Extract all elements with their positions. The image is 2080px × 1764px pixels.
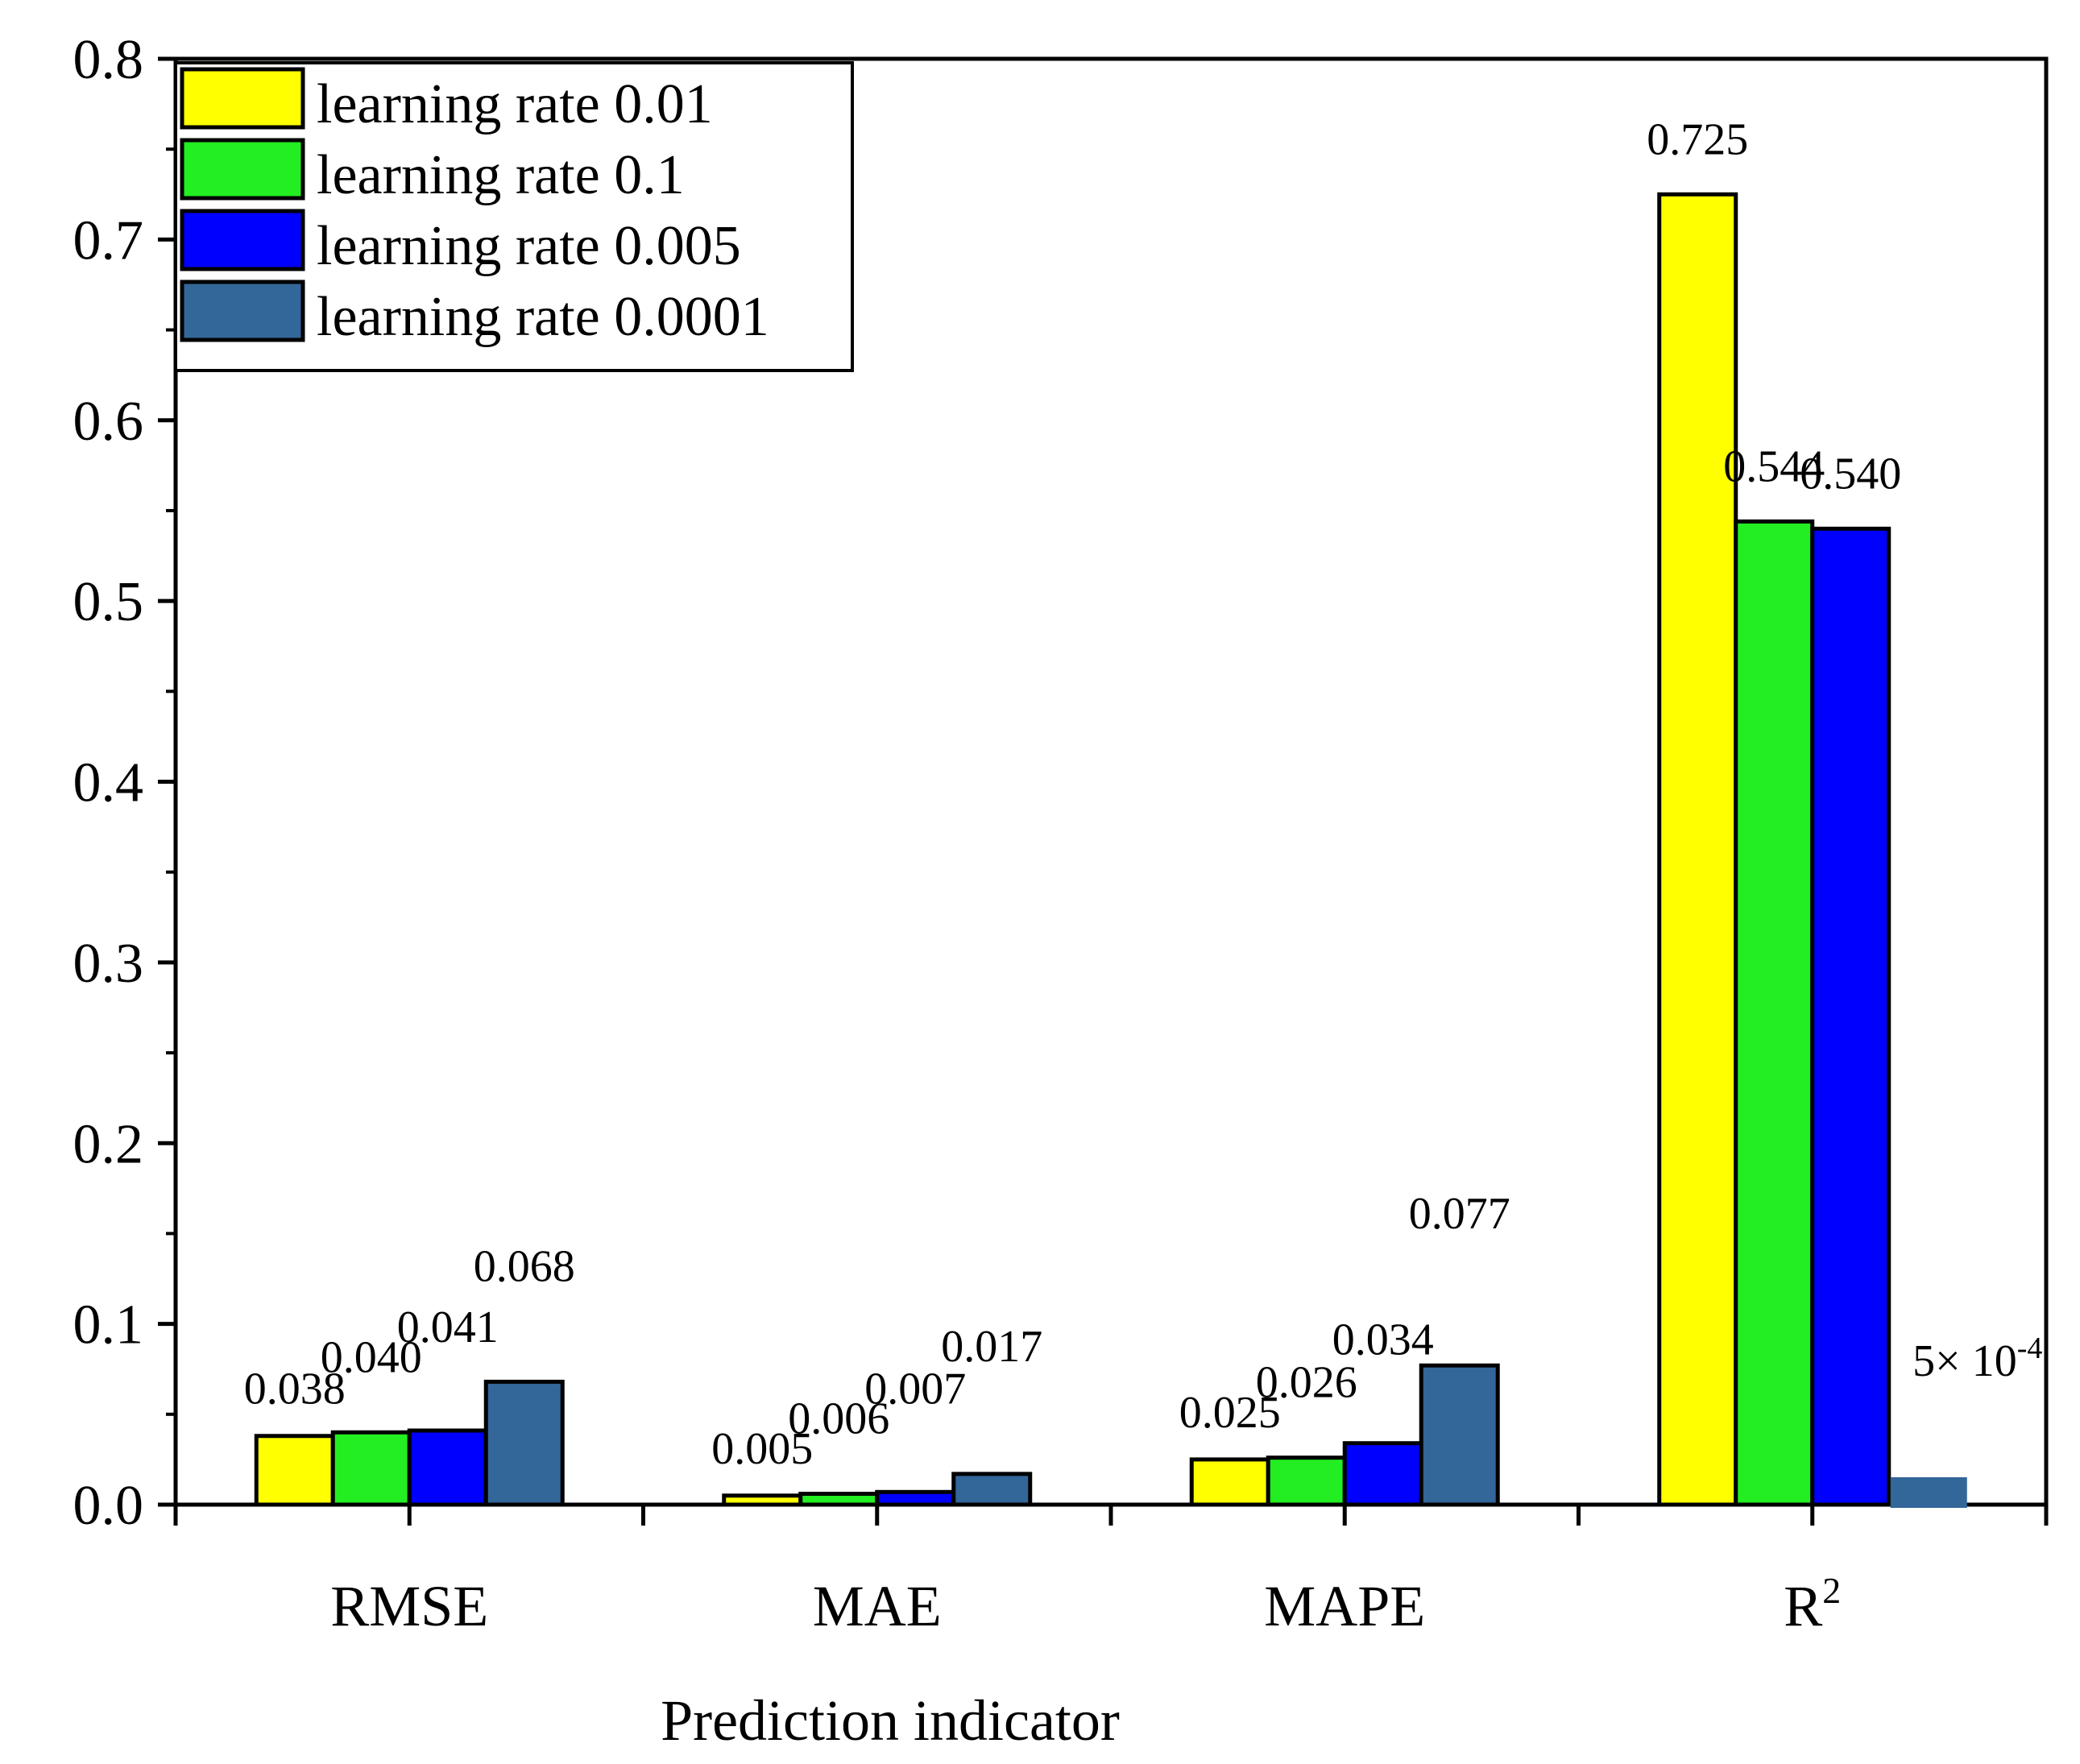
data-label: 0.040: [321, 1332, 422, 1382]
data-label-superscript: -4: [2017, 1331, 2043, 1365]
bar: [1189, 1457, 1270, 1507]
bars: [254, 192, 1967, 1508]
y-tick-label: 0.4: [73, 752, 144, 814]
x-axis-title: Prediction indicator: [661, 1688, 1120, 1753]
y-tick-label: 0.3: [73, 933, 144, 995]
y-tick-label: 0.8: [73, 29, 144, 91]
bar: [254, 1434, 335, 1507]
legend-swatch: [180, 67, 305, 130]
legend-label: learning rate 0.0001: [317, 286, 769, 348]
data-label: 0.544: [1723, 441, 1825, 491]
bar: [407, 1428, 488, 1507]
bar: [330, 1430, 412, 1507]
legend: learning rate 0.01 learning rate 0.1 learn…: [174, 61, 854, 372]
bar: [1266, 1456, 1347, 1507]
bar: [951, 1472, 1033, 1507]
y-tick-label: 0.7: [73, 209, 144, 271]
y-tick-label: 0.0: [73, 1475, 144, 1537]
data-label: 0.041: [397, 1302, 499, 1352]
y-tick-label: 0.6: [73, 391, 144, 453]
bar: [1810, 526, 1891, 1507]
data-label: 0.017: [941, 1322, 1042, 1372]
data-label: 0.026: [1256, 1358, 1357, 1408]
x-category-label: MAE: [813, 1574, 942, 1638]
data-label: 0.025: [1179, 1388, 1281, 1438]
legend-swatch: [180, 209, 305, 271]
data-labels: 0.038 0.005 0.025 0.725 0.040 0.006 0.026 0.544…: [244, 114, 2043, 1474]
bar: [1657, 192, 1738, 1507]
bar: [1419, 1363, 1500, 1507]
axes: 0.0 0.1 0.2 0.3 0.4 0.5 0.6 0.7 0.8 RMSE MAE MAPE R2: [73, 29, 2049, 1638]
data-label: 0.038: [244, 1364, 346, 1414]
y-tick-label: 0.1: [73, 1294, 144, 1356]
bar: [722, 1493, 803, 1507]
legend-swatch: [180, 138, 305, 201]
legend-label: learning rate 0.1: [317, 144, 685, 206]
y-tick-label: 0.2: [73, 1113, 144, 1175]
legend-swatch: [180, 280, 305, 342]
data-label: 0.005: [711, 1424, 813, 1474]
bar: [1890, 1477, 1967, 1508]
data-label: 0.068: [474, 1241, 575, 1291]
data-label: 5× 10-4: [1912, 1331, 2042, 1386]
x-category-label: RMSE: [330, 1574, 488, 1638]
x-category-superscript: 2: [1822, 1570, 1841, 1611]
data-label: 0.007: [864, 1364, 966, 1414]
bar: [798, 1492, 880, 1507]
legend-label: learning rate 0.01: [317, 73, 713, 135]
bar: [1342, 1441, 1423, 1507]
bar: [875, 1489, 956, 1507]
data-label: 0.725: [1647, 114, 1748, 164]
x-category-label: MAPE: [1264, 1574, 1425, 1638]
data-label: 0.034: [1332, 1315, 1434, 1365]
data-label: 0.540: [1800, 449, 1901, 499]
bar: [1734, 519, 1815, 1507]
x-category-label: R2: [1784, 1570, 1841, 1638]
y-tick-label: 0.5: [73, 571, 144, 633]
legend-label: learning rate 0.005: [317, 215, 741, 277]
data-label: 0.006: [788, 1394, 889, 1444]
bar: [483, 1379, 565, 1507]
data-label: 0.077: [1409, 1189, 1510, 1239]
